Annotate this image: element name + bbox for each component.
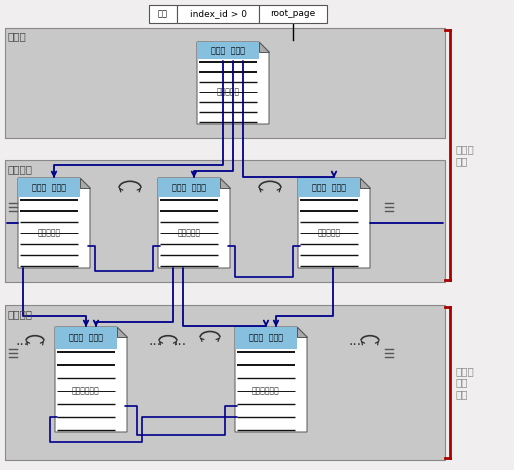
Text: 上一頁  下一頁: 上一頁 下一頁 — [32, 183, 66, 192]
Text: 識別: 識別 — [158, 9, 168, 18]
Text: ...: ... — [15, 334, 29, 348]
Text: 資料的資料列: 資料的資料列 — [72, 386, 100, 395]
Text: 索引資料列: 索引資料列 — [38, 228, 61, 237]
Text: 根節點: 根節點 — [8, 31, 27, 41]
Text: 上一頁  下一頁: 上一頁 下一頁 — [211, 46, 245, 55]
Text: 資料頁面: 資料頁面 — [8, 309, 33, 319]
Text: 索引資料列: 索引資料列 — [216, 87, 240, 96]
Text: 索引資料列: 索引資料列 — [177, 228, 200, 237]
FancyBboxPatch shape — [18, 178, 80, 197]
Text: ...: ... — [348, 334, 361, 348]
Polygon shape — [220, 178, 230, 188]
Polygon shape — [117, 327, 127, 337]
FancyBboxPatch shape — [5, 160, 445, 282]
Text: 資料的資料列: 資料的資料列 — [252, 386, 280, 395]
Polygon shape — [360, 178, 370, 188]
Polygon shape — [259, 42, 269, 52]
Text: 非叢集
索引: 非叢集 索引 — [455, 144, 474, 166]
Text: index_id > 0: index_id > 0 — [190, 9, 247, 18]
Text: 上一頁  下一頁: 上一頁 下一頁 — [249, 334, 283, 343]
Polygon shape — [235, 327, 307, 432]
FancyBboxPatch shape — [149, 5, 177, 23]
Text: 索引資料列: 索引資料列 — [318, 228, 341, 237]
FancyBboxPatch shape — [158, 178, 220, 197]
FancyBboxPatch shape — [197, 42, 259, 59]
Polygon shape — [197, 42, 269, 124]
Text: 分葉節點: 分葉節點 — [8, 164, 33, 174]
Polygon shape — [297, 327, 307, 337]
FancyBboxPatch shape — [235, 327, 297, 349]
FancyBboxPatch shape — [177, 5, 259, 23]
FancyBboxPatch shape — [298, 178, 360, 197]
Text: ...: ... — [149, 334, 161, 348]
Text: 堆積或
叢集
索引: 堆積或 叢集 索引 — [455, 366, 474, 399]
Text: ...: ... — [173, 334, 187, 348]
Text: 上一頁  下一頁: 上一頁 下一頁 — [172, 183, 206, 192]
Polygon shape — [158, 178, 230, 268]
Text: root_page: root_page — [270, 9, 316, 18]
Polygon shape — [55, 327, 127, 432]
Polygon shape — [80, 178, 90, 188]
Polygon shape — [298, 178, 370, 268]
FancyBboxPatch shape — [55, 327, 117, 349]
FancyBboxPatch shape — [5, 28, 445, 138]
FancyBboxPatch shape — [259, 5, 327, 23]
Text: 上一頁  下一頁: 上一頁 下一頁 — [312, 183, 346, 192]
Polygon shape — [18, 178, 90, 268]
FancyBboxPatch shape — [5, 305, 445, 460]
Text: 上一頁  下一頁: 上一頁 下一頁 — [69, 334, 103, 343]
